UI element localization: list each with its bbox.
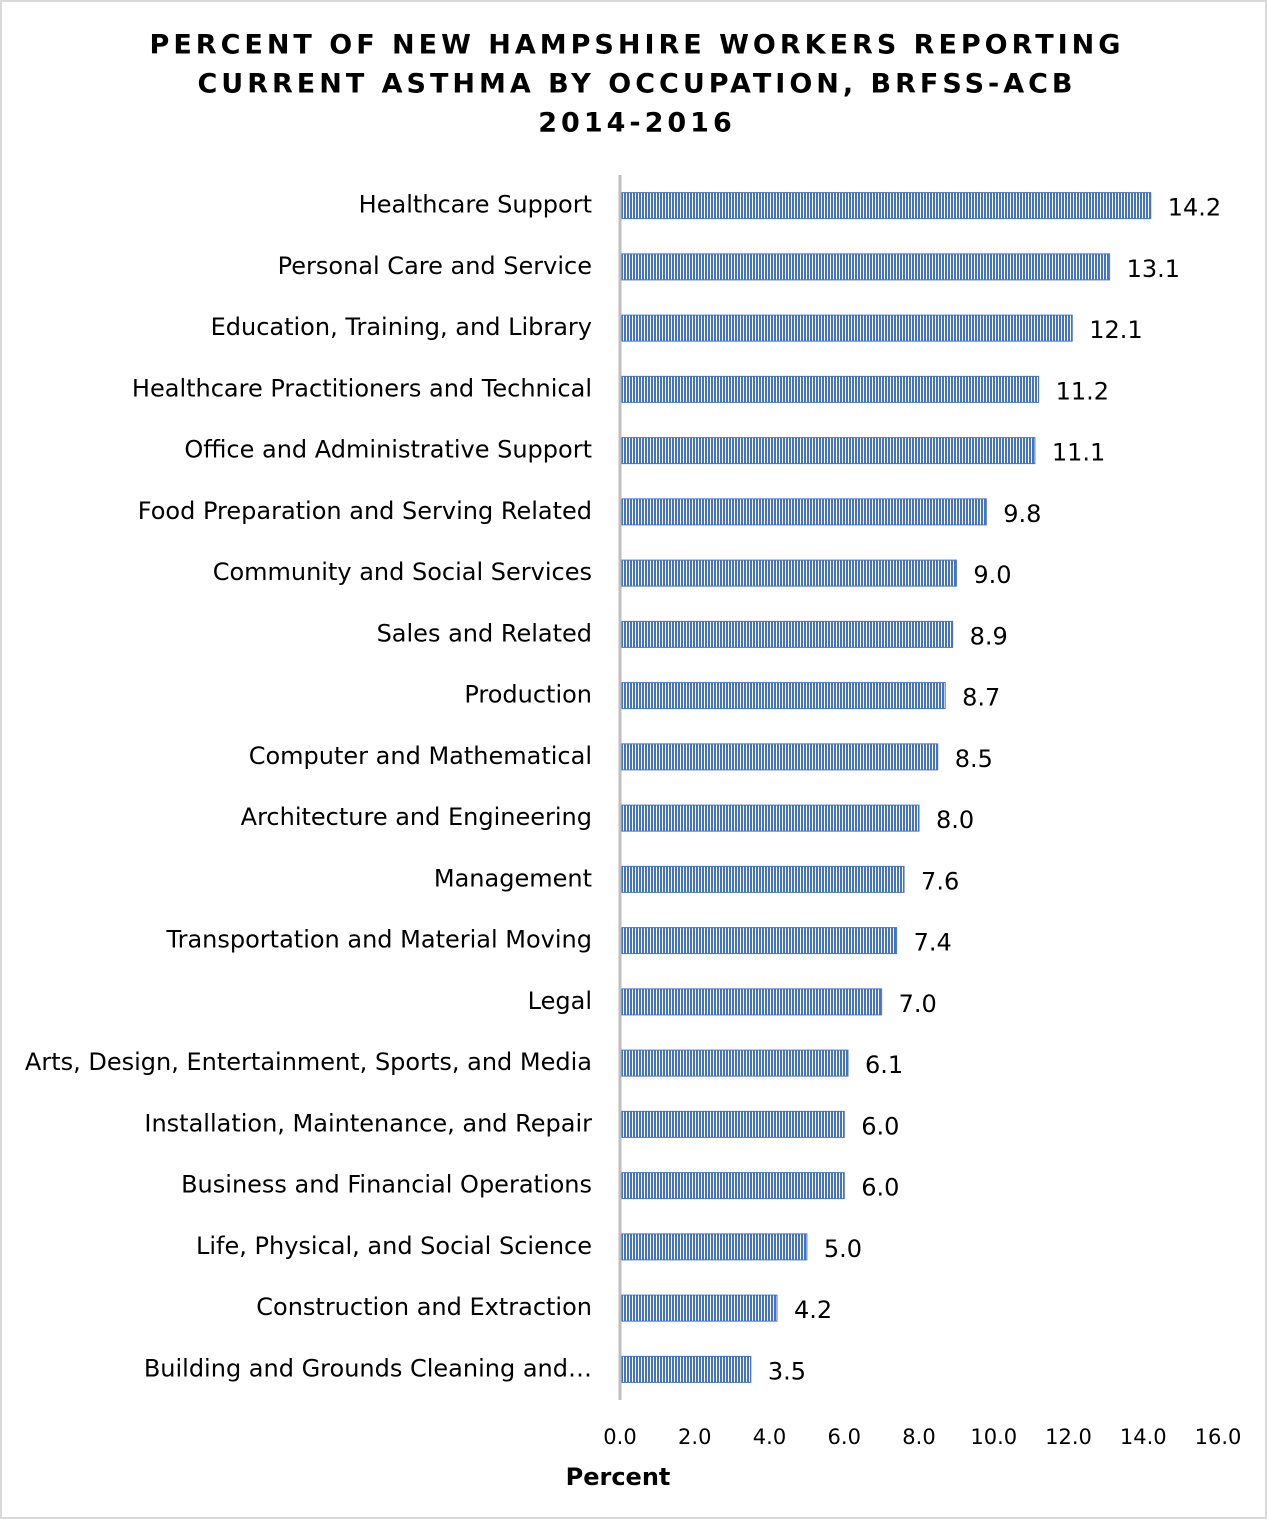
data-label: 8.9: [970, 622, 1008, 650]
bar: [619, 559, 957, 587]
y-tick-label: Building and Grounds Cleaning and…: [144, 1354, 592, 1382]
y-tick-label: Community and Social Services: [213, 558, 592, 586]
y-tick-label: Installation, Maintenance, and Repair: [144, 1109, 592, 1137]
bar: [619, 1233, 808, 1261]
y-tick-label: Life, Physical, and Social Science: [196, 1232, 592, 1260]
bar: [619, 620, 954, 648]
y-tick-label: Construction and Extraction: [256, 1293, 592, 1321]
bar: [619, 988, 883, 1016]
y-tick-label: Office and Administrative Support: [184, 436, 592, 464]
x-tick-label: 0.0: [603, 1425, 636, 1449]
bar: [619, 375, 1040, 403]
x-axis-label: Percent: [566, 1463, 671, 1491]
y-tick-label: Healthcare Support: [359, 191, 592, 219]
data-label: 5.0: [824, 1235, 862, 1263]
x-tick-label: 10.0: [970, 1425, 1017, 1449]
data-label: 9.8: [1003, 500, 1041, 528]
bar: [619, 682, 946, 710]
x-tick-label: 8.0: [902, 1425, 935, 1449]
x-tick-label: 2.0: [678, 1425, 711, 1449]
chart-title: CURRENT ASTHMA BY OCCUPATION, BRFSS-ACB: [197, 69, 1076, 100]
data-label: 4.2: [794, 1296, 832, 1324]
bar: [619, 1049, 849, 1077]
data-label: 8.0: [936, 806, 974, 834]
data-label: 8.5: [955, 745, 993, 773]
bar: [619, 927, 898, 955]
chart-title: PERCENT OF NEW HAMPSHIRE WORKERS REPORTI…: [150, 30, 1125, 61]
bar: [619, 498, 987, 526]
y-tick-label: Education, Training, and Library: [211, 313, 592, 341]
data-label: 6.1: [865, 1051, 903, 1079]
data-label: 13.1: [1127, 255, 1180, 283]
y-tick-label: Healthcare Practitioners and Technical: [132, 374, 592, 402]
y-tick-label: Sales and Related: [377, 619, 592, 647]
bar: [619, 253, 1111, 281]
data-label: 9.0: [973, 561, 1011, 589]
data-label: 7.6: [921, 867, 959, 895]
y-tick-label: Legal: [528, 987, 592, 1015]
y-tick-label: Management: [434, 864, 592, 892]
data-label: 3.5: [768, 1357, 806, 1385]
bar: [619, 192, 1152, 220]
y-tick-label: Transportation and Material Moving: [165, 926, 592, 954]
x-tick-label: 14.0: [1120, 1425, 1167, 1449]
y-tick-label: Business and Financial Operations: [181, 1171, 592, 1199]
x-tick-label: 4.0: [753, 1425, 786, 1449]
data-label: 6.0: [861, 1174, 899, 1202]
data-label: 14.2: [1168, 194, 1221, 222]
data-label: 11.2: [1056, 377, 1109, 405]
data-label: 12.1: [1089, 316, 1142, 344]
y-tick-label: Computer and Mathematical: [249, 742, 592, 770]
y-tick-label: Architecture and Engineering: [241, 803, 592, 831]
bar: [619, 804, 920, 832]
bar: [619, 1355, 752, 1383]
bar: [619, 314, 1073, 342]
bar: [619, 437, 1036, 465]
bar: [619, 1110, 845, 1138]
x-tick-label: 16.0: [1195, 1425, 1242, 1449]
bar: [619, 865, 905, 893]
chart-title: 2014-2016: [538, 108, 736, 139]
x-tick-label: 6.0: [828, 1425, 861, 1449]
y-tick-label: Production: [464, 681, 592, 709]
data-label: 11.1: [1052, 439, 1105, 467]
data-label: 8.7: [962, 684, 1000, 712]
x-tick-label: 12.0: [1045, 1425, 1092, 1449]
data-label: 6.0: [861, 1112, 899, 1140]
bar: [619, 1294, 778, 1322]
y-tick-label: Arts, Design, Entertainment, Sports, and…: [25, 1048, 592, 1076]
data-label: 7.4: [914, 929, 952, 957]
y-tick-label: Personal Care and Service: [278, 252, 592, 280]
bar: [619, 743, 939, 771]
y-tick-label: Food Preparation and Serving Related: [138, 497, 592, 525]
bar: [619, 1172, 845, 1200]
data-label: 7.0: [899, 990, 937, 1018]
